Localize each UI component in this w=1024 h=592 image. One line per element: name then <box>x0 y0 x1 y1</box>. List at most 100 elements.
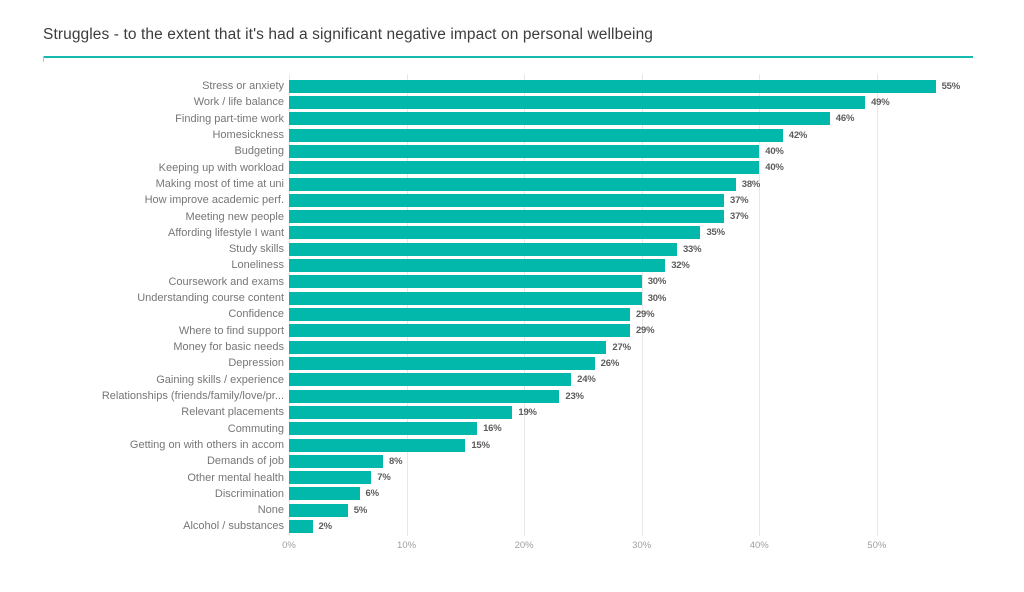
value-label: 6% <box>365 488 380 500</box>
bar-row: Study skills 33% <box>40 241 965 257</box>
category-label: Getting on with others in accom <box>129 438 284 451</box>
bar[interactable] <box>289 95 866 109</box>
bar-cell: 30% <box>289 291 965 305</box>
bar-row: Getting on with others in accom 15% <box>40 437 965 453</box>
bar-row: Making most of time at uni 38% <box>40 176 965 192</box>
category-label: Relationships (friends/family/love/pr... <box>101 389 284 402</box>
bar-row: Other mental health 7% <box>40 470 965 486</box>
bar-row: Confidence 29% <box>40 306 965 322</box>
bar[interactable] <box>289 503 348 517</box>
bar[interactable] <box>289 161 760 175</box>
bar[interactable] <box>289 324 630 338</box>
bar-row: Gaining skills / experience 24% <box>40 372 965 388</box>
bar[interactable] <box>289 487 360 501</box>
value-label: 5% <box>353 504 368 516</box>
bar-cell: 30% <box>289 275 965 289</box>
category-label: Demands of job <box>206 455 284 468</box>
bar[interactable] <box>289 373 572 387</box>
bar-cell: 40% <box>289 161 965 175</box>
value-label: 30% <box>647 276 667 288</box>
bar-cell: 2% <box>289 520 965 534</box>
category-label: Affording lifestyle I want <box>168 226 284 239</box>
bar-row: Understanding course content 30% <box>40 290 965 306</box>
bar-cell: 19% <box>289 405 965 419</box>
bar-row: Relationships (friends/family/love/pr...… <box>40 388 965 404</box>
gridline-20 <box>524 74 526 536</box>
gridline-30 <box>641 74 643 536</box>
x-axis-tick-label: 20% <box>514 540 534 551</box>
bar-cell: 35% <box>289 226 965 240</box>
bar[interactable] <box>289 275 642 289</box>
bar[interactable] <box>289 520 313 534</box>
x-axis-tick-label: 30% <box>632 540 652 551</box>
bar[interactable] <box>289 471 372 485</box>
bar-cell: 8% <box>289 454 965 468</box>
bar-cell: 37% <box>289 193 965 207</box>
x-axis-tick-label: 10% <box>397 540 417 551</box>
category-label: Work / life balance <box>193 96 284 109</box>
bar-row: None 5% <box>40 502 965 518</box>
category-label: Gaining skills / experience <box>156 373 284 386</box>
bar[interactable] <box>289 128 783 142</box>
bar-row: Where to find support 29% <box>40 323 965 339</box>
bar[interactable] <box>289 356 595 370</box>
bar[interactable] <box>289 454 384 468</box>
bar[interactable] <box>289 438 466 452</box>
value-label: 42% <box>788 129 808 141</box>
value-label: 37% <box>729 211 749 223</box>
value-label: 19% <box>518 406 537 418</box>
bar[interactable] <box>289 405 513 419</box>
x-axis-tick-label: 40% <box>749 540 769 551</box>
value-label: 26% <box>600 357 620 369</box>
bar[interactable] <box>289 340 607 354</box>
bar-cell: 32% <box>289 259 965 273</box>
value-label: 2% <box>318 521 333 533</box>
category-label: Study skills <box>228 243 284 256</box>
bar[interactable] <box>289 242 677 256</box>
value-label: 40% <box>765 162 784 174</box>
bar-row: Discrimination 6% <box>40 486 965 502</box>
bar[interactable] <box>289 226 701 240</box>
bar[interactable] <box>289 308 630 322</box>
bar[interactable] <box>289 193 724 207</box>
gridline-50 <box>876 74 878 536</box>
x-axis: 0% 10% 20% 30% 40% 50% <box>282 540 965 552</box>
value-label: 46% <box>835 113 855 125</box>
value-label: 30% <box>647 292 667 304</box>
bar[interactable] <box>289 291 642 305</box>
chart-title: Struggles - to the extent that it's had … <box>43 26 654 43</box>
x-axis-tick-label: 0% <box>282 540 296 551</box>
value-label: 33% <box>682 243 702 255</box>
gridline-0 <box>289 74 290 536</box>
bar-cell: 42% <box>289 128 965 142</box>
bar[interactable] <box>289 112 830 126</box>
category-label: Keeping up with workload <box>158 161 284 174</box>
bar-row: How improve academic perf. 37% <box>40 192 965 208</box>
category-label: None <box>257 504 284 517</box>
bar[interactable] <box>289 259 666 273</box>
bar[interactable] <box>289 177 736 191</box>
category-label: Where to find support <box>178 324 284 337</box>
bar-row: Work / life balance 49% <box>40 94 965 110</box>
category-label: Budgeting <box>234 145 284 158</box>
category-label: Loneliness <box>231 259 284 272</box>
bar[interactable] <box>289 389 560 403</box>
bar-row: Depression 26% <box>40 355 965 371</box>
value-label: 15% <box>471 439 490 451</box>
bar[interactable] <box>289 144 760 158</box>
bar[interactable] <box>289 210 724 224</box>
category-label: Other mental health <box>187 471 284 484</box>
bar-cell: 38% <box>289 177 965 191</box>
bar[interactable] <box>289 422 478 436</box>
underline-left-tick <box>43 56 44 62</box>
category-label: How improve academic perf. <box>144 194 284 207</box>
category-label: Confidence <box>228 308 284 321</box>
category-label: Homesickness <box>212 128 284 141</box>
bar-cell: 29% <box>289 324 965 338</box>
gridline-10 <box>406 74 408 536</box>
category-label: Finding part-time work <box>175 112 284 125</box>
category-label: Depression <box>228 357 284 370</box>
bar-row: Homesickness 42% <box>40 127 965 143</box>
bar[interactable] <box>289 79 936 93</box>
